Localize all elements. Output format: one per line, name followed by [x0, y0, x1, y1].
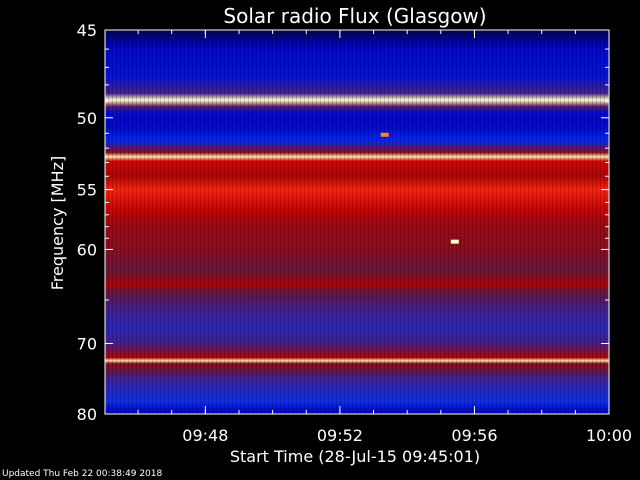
x-tick-label: 09:48: [182, 426, 228, 445]
spectrogram-image: [105, 30, 609, 414]
x-tick-label: 09:56: [451, 426, 497, 445]
y-tick-label: 45: [77, 21, 97, 40]
x-axis: 09:48 09:52 09:56 10:00: [137, 30, 632, 445]
bright-features: [380, 132, 459, 244]
y-tick-label: 50: [77, 109, 97, 128]
x-axis-label: Start Time (28-Jul-15 09:45:01): [230, 447, 480, 466]
updated-timestamp: Updated Thu Feb 22 00:38:49 2018: [2, 469, 163, 479]
y-tick-label: 70: [77, 334, 97, 353]
y-tick-label: 55: [77, 181, 97, 200]
y-axis: 45 50 55 60 70 80: [77, 21, 609, 424]
spectrogram-texture: [105, 30, 609, 414]
chart-title: Solar radio Flux (Glasgow): [223, 4, 486, 28]
bright-feature: [380, 132, 389, 137]
x-tick-label: 09:52: [317, 426, 363, 445]
bright-feature: [450, 239, 459, 244]
y-tick-label: 60: [77, 240, 97, 259]
y-tick-label: 80: [77, 405, 97, 424]
y-axis-label: Frequency [MHz]: [48, 156, 67, 290]
plot-frame: [104, 29, 610, 415]
x-tick-label: 10:00: [586, 426, 632, 445]
